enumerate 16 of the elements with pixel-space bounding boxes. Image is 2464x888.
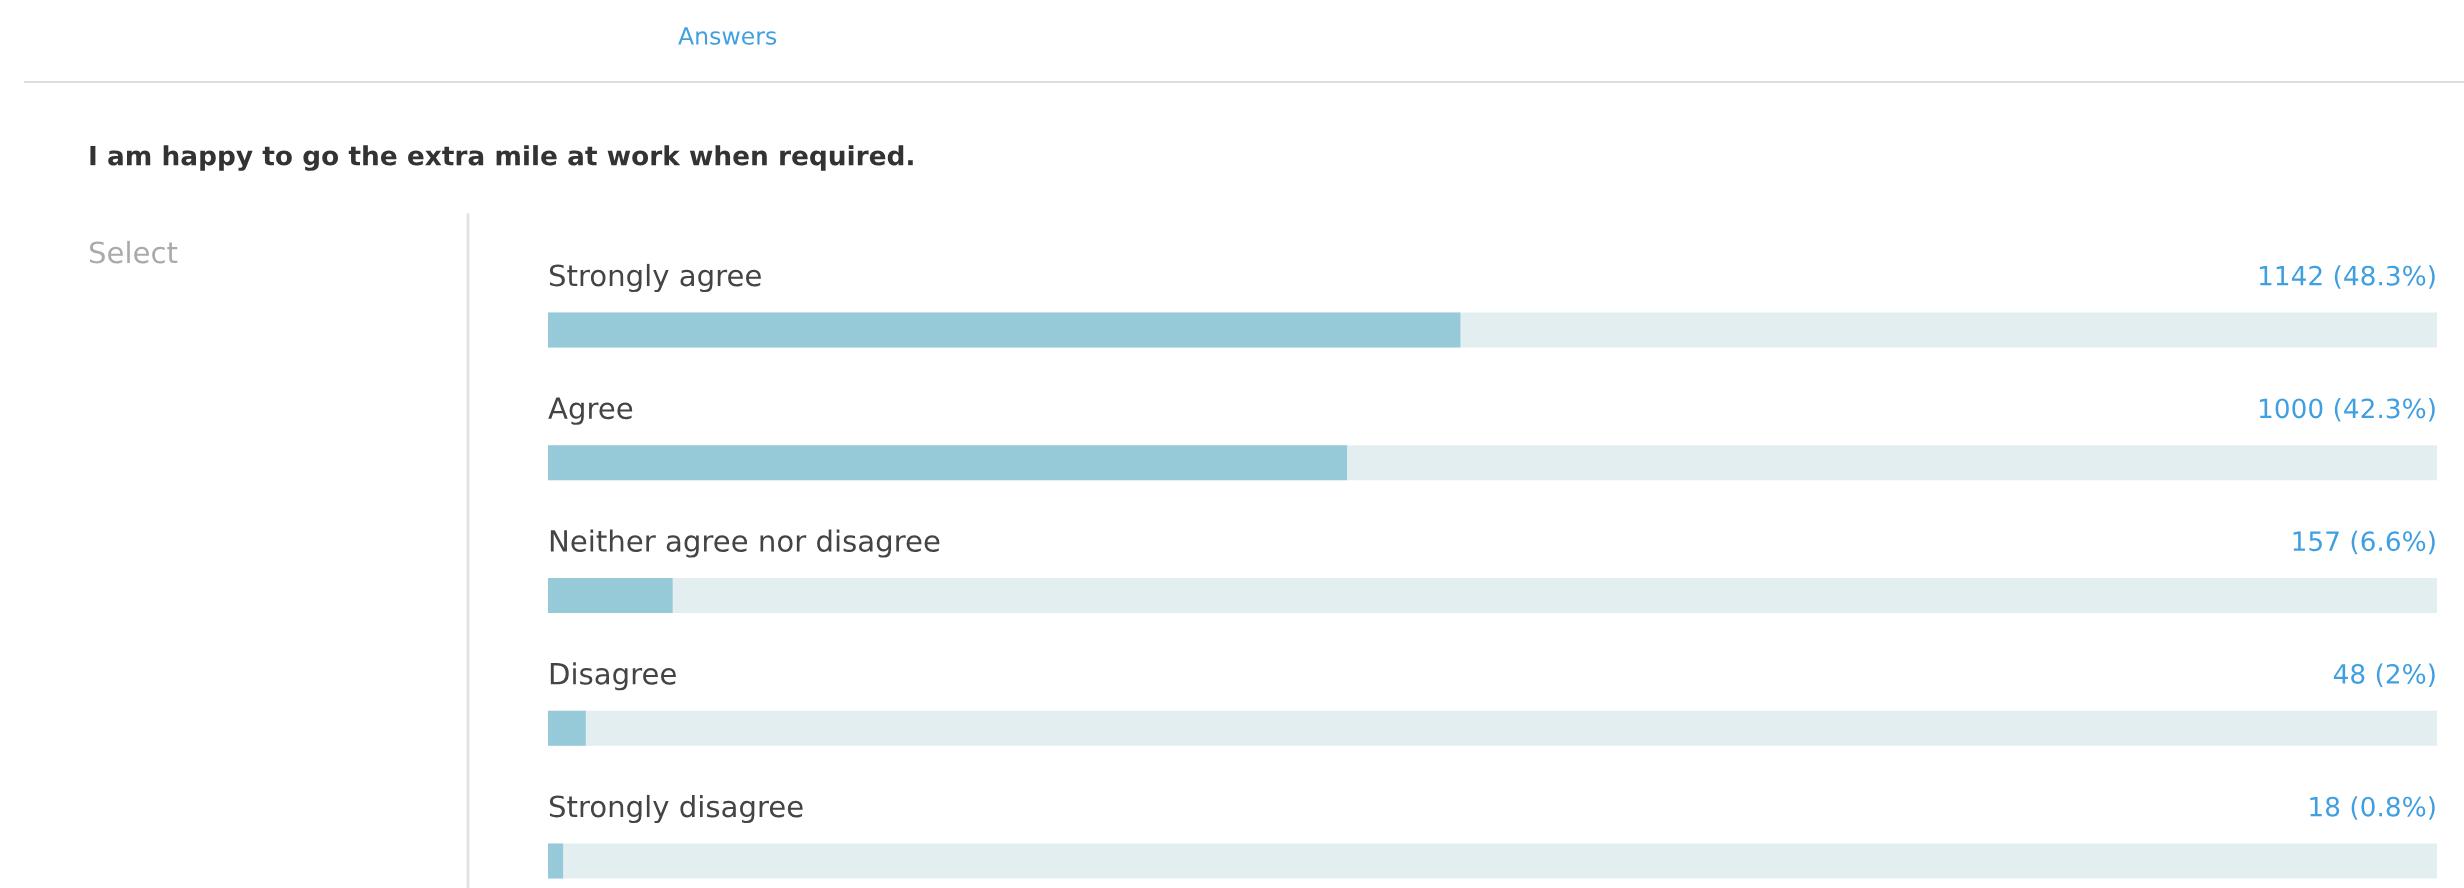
y-tick-label: Disagree: [550, 662, 676, 691]
data-label: 18 (0.8%): [2310, 796, 2435, 820]
y-tick-label: Agree: [548, 397, 633, 425]
text: Answers: [678, 27, 777, 45]
bar: [548, 710, 586, 746]
y-tick-label: Strongly agree: [549, 263, 761, 293]
y-tick-label: Neither agree nor disagree: [550, 529, 940, 558]
data-label: 48 (2%): [2333, 663, 2435, 688]
bar: [548, 578, 673, 613]
data-label: 157 (6.6%): [2293, 530, 2435, 555]
data-label: 1000 (42.3%): [2259, 398, 2435, 422]
bar: [548, 843, 564, 879]
chart-title: I am happy to go the extra mile at work when required.: [90, 145, 913, 171]
y-tick-label: Strongly disagree: [549, 794, 803, 824]
text: Select: [89, 240, 178, 264]
data-label: 1142 (48.3%): [2259, 265, 2435, 289]
